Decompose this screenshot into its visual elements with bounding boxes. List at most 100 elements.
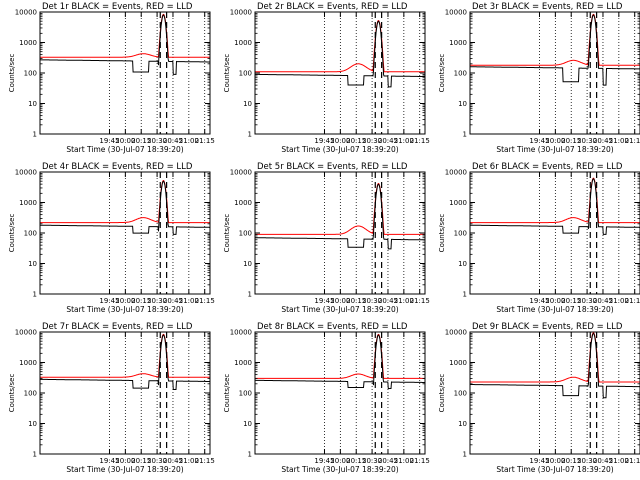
panel-title: Det 1r BLACK = Events, RED = LLD (42, 2, 193, 12)
y-tick-label: 1 (463, 451, 467, 459)
x-tick-label: 20:30 (147, 297, 167, 305)
y-axis-label: Counts/sec (8, 374, 16, 413)
plot-panel-4: Det 4r BLACK = Events, RED = LLD 1 10 100 10… (8, 162, 215, 314)
x-tick-label: 20:15 (346, 457, 366, 465)
x-tick-label: 20:30 (147, 137, 167, 145)
x-tick-label: 20:30 (362, 137, 382, 145)
x-tick-label: 20:15 (561, 297, 581, 305)
y-axis-label: Counts/sec (223, 54, 231, 93)
y-tick-label: 10 (28, 100, 37, 108)
plot-panel-1: Det 1r BLACK = Events, RED = LLD 1 10 100 10… (8, 2, 215, 154)
x-tick-label: 20:00 (330, 137, 350, 145)
y-tick-label: 1 (33, 451, 37, 459)
y-tick-label: 1 (33, 291, 37, 299)
y-axis-label: Counts/sec (223, 214, 231, 253)
y-tick-label: 10 (243, 420, 252, 428)
y-tick-label: 10 (28, 420, 37, 428)
y-tick-label: 100 (239, 390, 252, 398)
events-series-line (470, 178, 640, 235)
x-axis-label: Start Time (30-Jul-07 18:39:20) (66, 145, 183, 154)
x-tick-label: 21:15 (625, 137, 640, 145)
y-tick-label: 1000 (449, 199, 467, 207)
x-tick-label: 21:00 (179, 457, 199, 465)
plot-panel-2: Det 2r BLACK = Events, RED = LLD 1 10 100 10… (223, 2, 430, 154)
panel-title: Det 7r BLACK = Events, RED = LLD (42, 322, 193, 332)
y-axis-label: Counts/sec (438, 374, 446, 413)
y-tick-label: 10 (458, 100, 467, 108)
panel-title: Det 9r BLACK = Events, RED = LLD (472, 322, 623, 332)
x-tick-label: 20:45 (593, 297, 613, 305)
events-series-line (255, 183, 425, 250)
x-tick-label: 20:00 (545, 137, 565, 145)
lld-series-line (40, 180, 210, 224)
panel-title: Det 2r BLACK = Events, RED = LLD (257, 2, 408, 12)
y-tick-label: 10000 (445, 9, 467, 17)
x-tick-label: 21:00 (394, 457, 414, 465)
y-tick-label: 10000 (445, 169, 467, 177)
x-tick-label: 19:45 (314, 137, 334, 145)
y-tick-label: 100 (239, 70, 252, 78)
events-series-line (40, 180, 210, 235)
x-tick-label: 19:45 (99, 137, 119, 145)
x-tick-label: 20:45 (593, 137, 613, 145)
y-axis-label: Counts/sec (223, 374, 231, 413)
y-tick-label: 10000 (445, 329, 467, 337)
y-tick-label: 1 (248, 291, 252, 299)
events-series-line (255, 20, 425, 88)
y-tick-label: 1000 (234, 39, 252, 47)
panel-title: Det 6r BLACK = Events, RED = LLD (472, 162, 623, 172)
x-tick-label: 20:15 (346, 137, 366, 145)
x-tick-label: 19:45 (314, 297, 334, 305)
x-tick-label: 21:00 (394, 297, 414, 305)
y-tick-label: 1000 (234, 199, 252, 207)
plot-panel-3: Det 3r BLACK = Events, RED = LLD 1 10 100 10… (438, 2, 640, 154)
panel-title: Det 3r BLACK = Events, RED = LLD (472, 2, 623, 12)
y-tick-label: 10 (243, 260, 252, 268)
x-tick-label: 20:00 (330, 297, 350, 305)
x-tick-label: 21:00 (394, 137, 414, 145)
x-tick-label: 21:00 (179, 137, 199, 145)
y-tick-label: 100 (24, 70, 37, 78)
lld-series-line (255, 182, 425, 235)
y-tick-label: 100 (239, 230, 252, 238)
y-axis-label: Counts/sec (438, 54, 446, 93)
x-tick-label: 19:45 (529, 137, 549, 145)
y-tick-label: 10000 (230, 169, 252, 177)
x-tick-label: 20:15 (561, 137, 581, 145)
x-tick-label: 21:15 (625, 457, 640, 465)
y-axis-label: Counts/sec (8, 54, 16, 93)
y-tick-label: 10000 (15, 9, 37, 17)
panel-title: Det 8r BLACK = Events, RED = LLD (257, 322, 408, 332)
y-tick-label: 1 (463, 291, 467, 299)
x-tick-label: 20:45 (163, 137, 183, 145)
plot-panel-7: Det 7r BLACK = Events, RED = LLD 1 10 100 10… (8, 322, 215, 474)
x-tick-label: 20:15 (131, 457, 151, 465)
x-tick-label: 20:30 (362, 457, 382, 465)
x-tick-label: 20:15 (131, 297, 151, 305)
y-tick-label: 1000 (449, 359, 467, 367)
x-tick-label: 20:30 (577, 137, 597, 145)
x-tick-label: 21:00 (179, 297, 199, 305)
x-tick-label: 21:15 (195, 137, 215, 145)
lld-series-line (255, 20, 425, 73)
events-series-line (40, 14, 210, 75)
x-tick-label: 21:00 (609, 297, 629, 305)
y-tick-label: 1 (248, 131, 252, 139)
x-axis-label: Start Time (30-Jul-07 18:39:20) (281, 145, 398, 154)
panel-title: Det 4r BLACK = Events, RED = LLD (42, 162, 193, 172)
x-tick-label: 19:45 (99, 457, 119, 465)
x-axis-label: Start Time (30-Jul-07 18:39:20) (496, 465, 613, 474)
x-tick-label: 21:15 (410, 297, 430, 305)
x-tick-label: 20:00 (545, 457, 565, 465)
y-tick-label: 10000 (15, 169, 37, 177)
plot-panel-8: Det 8r BLACK = Events, RED = LLD 1 10 100 10… (223, 322, 430, 474)
x-tick-label: 19:45 (314, 457, 334, 465)
x-axis-label: Start Time (30-Jul-07 18:39:20) (496, 145, 613, 154)
y-tick-label: 1 (33, 131, 37, 139)
y-tick-label: 100 (24, 390, 37, 398)
lld-series-line (255, 333, 425, 379)
x-tick-label: 20:30 (147, 457, 167, 465)
x-tick-label: 19:45 (529, 457, 549, 465)
x-tick-label: 20:15 (561, 457, 581, 465)
